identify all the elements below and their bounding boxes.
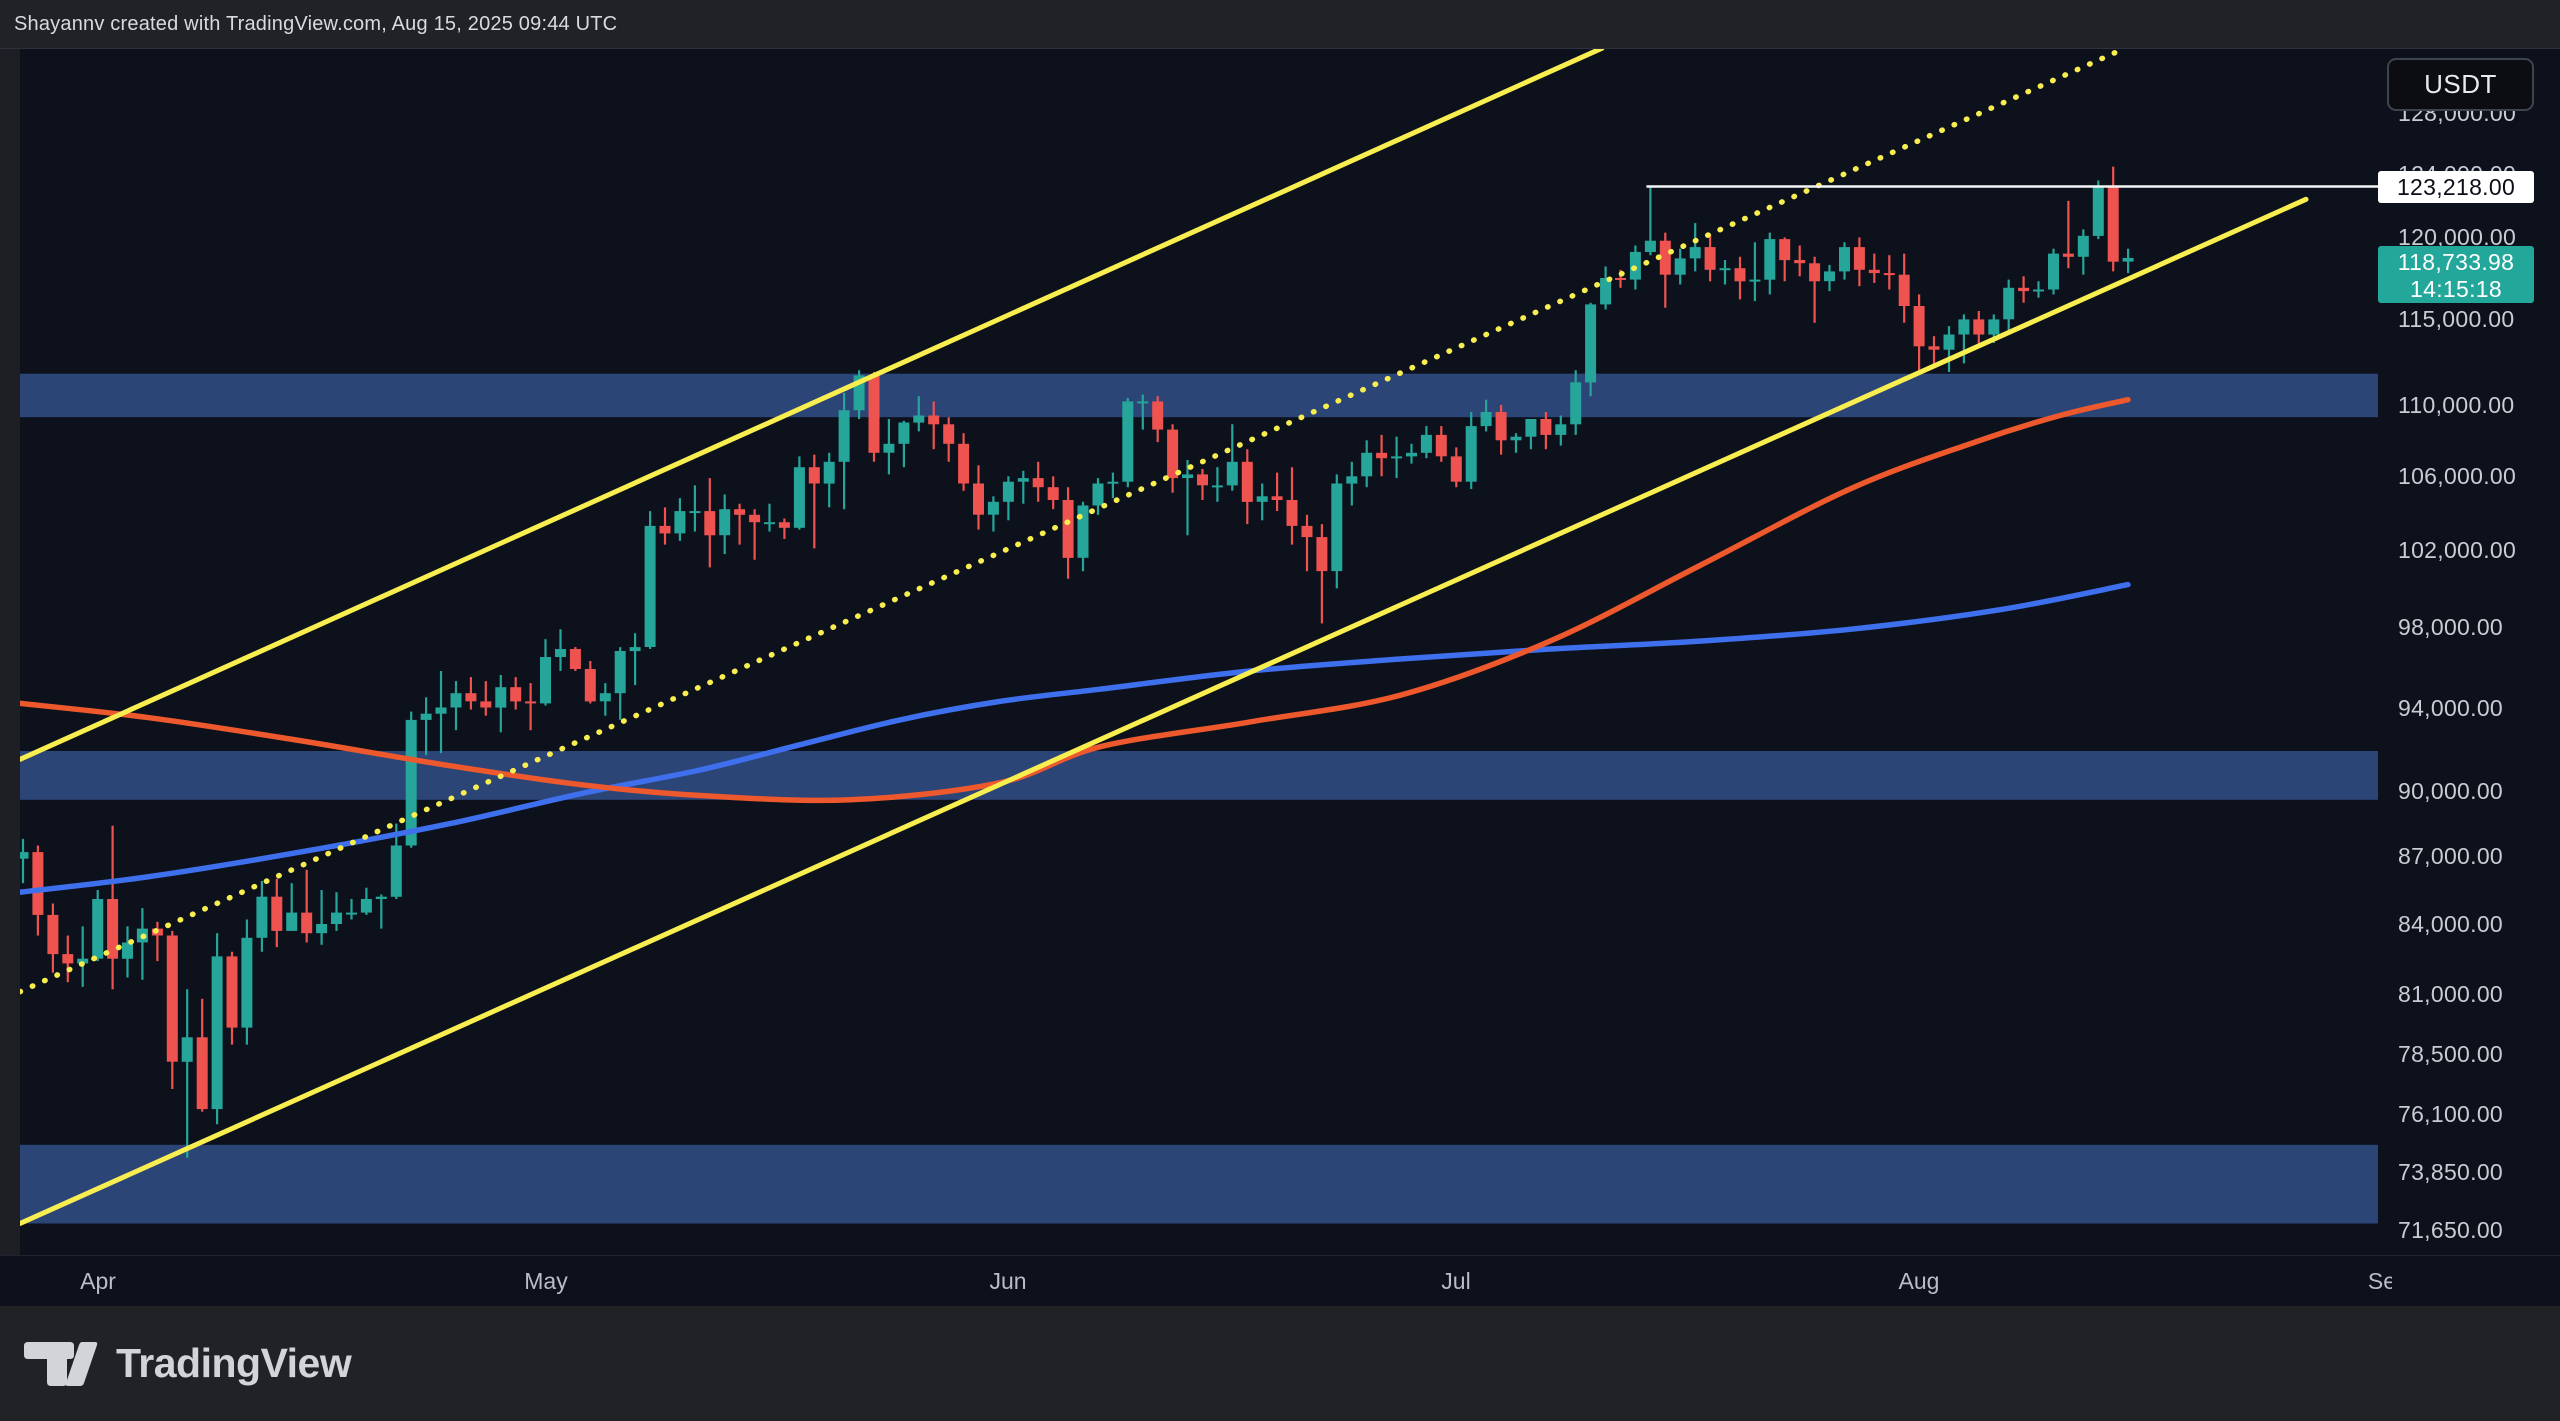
price-tick-label: 84,000.00 (2398, 911, 2504, 937)
attribution-bar: Shayannv created with TradingView.com, A… (0, 0, 2560, 49)
price-tick-label: 78,500.00 (2398, 1041, 2504, 1067)
tradingview-logo-icon (24, 1341, 98, 1386)
price-tick-label: 110,000.00 (2398, 392, 2515, 418)
price-tick-label: 102,000.00 (2398, 537, 2517, 563)
month-label-jul: Jul (1441, 1268, 1471, 1294)
currency-toggle-button[interactable]: USDT (2387, 58, 2534, 111)
price-tick-label: 98,000.00 (2398, 614, 2504, 640)
price-tick-label: 76,100.00 (2398, 1101, 2504, 1127)
month-label-may: May (524, 1268, 568, 1294)
month-label-aug: Aug (1898, 1268, 1940, 1294)
chart-plot-background (0, 48, 2560, 1255)
bottom-bar: TradingView (0, 1306, 2560, 1421)
price-tick-label: 106,000.00 (2398, 463, 2517, 489)
price-tick-label: 81,000.00 (2398, 981, 2504, 1007)
price-tick-label: 115,000.00 (2398, 306, 2515, 332)
last-price-text: 118,733.98 (2397, 249, 2515, 275)
price-tick-label: 94,000.00 (2398, 695, 2504, 721)
month-label-se: Se (2367, 1268, 2392, 1294)
left-gutter (0, 48, 20, 1306)
price-tick-label: 90,000.00 (2398, 778, 2504, 804)
last-price-label[interactable]: 118,733.98 14:15:18 (2378, 246, 2534, 303)
month-label-jun: Jun (989, 1268, 1027, 1294)
tradingview-logo[interactable]: TradingView (22, 1306, 352, 1421)
ath-price-text: 123,218.00 (2396, 173, 2516, 200)
time-axis[interactable]: Apr May Jun Jul Aug Se (0, 1255, 2560, 1307)
price-tick-label: 71,650.00 (2398, 1217, 2504, 1243)
price-tick-label: 120,000.00 (2398, 224, 2517, 250)
price-tick-label: 73,850.00 (2398, 1159, 2504, 1185)
price-axis[interactable]: 128,000.00124,000.00120,000.00115,000.00… (2378, 48, 2560, 1255)
month-label-apr: Apr (80, 1268, 116, 1294)
month-labels: Apr May Jun Jul Aug Se (0, 1256, 2392, 1307)
currency-toggle-label: USDT (2424, 69, 2497, 99)
tradingview-logo-text: TradingView (116, 1340, 352, 1386)
price-tick-label: 87,000.00 (2398, 843, 2504, 869)
attribution-text: Shayannv created with TradingView.com, A… (14, 13, 618, 35)
bar-countdown-text: 14:15:18 (2410, 276, 2502, 302)
ath-price-label: 123,218.00 (2378, 171, 2534, 203)
